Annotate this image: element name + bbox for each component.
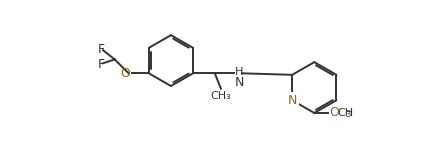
Text: H: H	[235, 67, 243, 77]
Text: F: F	[98, 58, 105, 71]
Text: N: N	[235, 76, 244, 89]
Text: F: F	[98, 43, 105, 56]
Text: O: O	[120, 67, 130, 80]
Text: N: N	[287, 94, 297, 107]
Text: CH₃: CH₃	[211, 91, 231, 101]
Text: CH: CH	[337, 108, 354, 118]
Text: O: O	[329, 106, 339, 119]
Text: 3: 3	[345, 110, 351, 119]
